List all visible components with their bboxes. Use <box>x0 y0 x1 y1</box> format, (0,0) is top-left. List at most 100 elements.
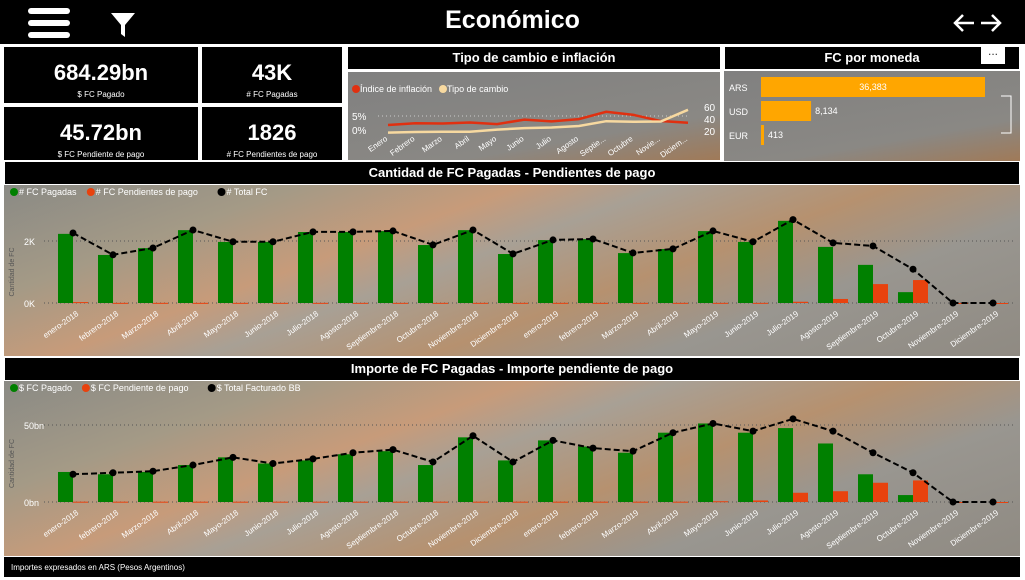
kpi-fc-pagado: 684.29bn $ FC Pagado <box>3 46 199 104</box>
x-tick-label: Julio <box>534 134 553 151</box>
total-point <box>429 458 437 466</box>
bar-pending <box>753 500 768 502</box>
x-tick-label: Marzo-2018 <box>120 309 161 341</box>
bar-pending <box>73 302 88 304</box>
more-options-button[interactable]: ... <box>981 44 1005 64</box>
bar-pending <box>233 501 248 503</box>
bar-paid <box>738 241 753 303</box>
x-tick-label: Junio-2019 <box>723 309 761 339</box>
legend-label: Tipo de cambio <box>447 84 508 94</box>
bar-pending <box>313 302 328 304</box>
bar-paid <box>498 460 513 502</box>
total-point <box>389 227 397 235</box>
bar-pending <box>153 501 168 503</box>
bar-pending <box>793 301 808 303</box>
x-tick-label: Diciem... <box>658 134 689 159</box>
total-line <box>72 218 993 304</box>
bar-paid <box>218 457 233 502</box>
total-point <box>309 228 317 236</box>
tick-label: 5% <box>352 112 367 123</box>
bar-pending <box>473 501 488 503</box>
amount-chart-title: Importe de FC Pagadas - Importe pendient… <box>4 357 1020 381</box>
total-point <box>949 299 957 307</box>
count-chart: # FC Pagadas # FC Pendientes de pago # Tot… <box>4 185 1020 356</box>
arrow-right-icon[interactable] <box>979 12 1003 34</box>
total-point <box>149 467 157 475</box>
y-axis-title: Cantidad de FC <box>9 247 16 296</box>
tick-label: 0K <box>24 299 35 309</box>
total-point <box>869 242 877 250</box>
bar-paid <box>778 428 793 502</box>
category-label: EUR <box>729 131 749 141</box>
series-line <box>387 110 689 127</box>
bar-pending <box>233 302 248 304</box>
x-tick-label: enero-2019 <box>521 508 560 539</box>
legend-label: # Total FC <box>227 187 268 197</box>
bar-pending <box>713 501 728 503</box>
x-tick-label: enero-2019 <box>521 309 560 340</box>
total-point <box>429 241 437 249</box>
bar-paid <box>898 292 913 303</box>
bar-pending <box>353 501 368 503</box>
category-label: ARS <box>729 83 748 93</box>
x-tick-label: febrero-2019 <box>557 309 600 343</box>
total-point <box>629 249 637 257</box>
bar-paid <box>458 230 473 303</box>
bar-pending <box>433 501 448 503</box>
total-point <box>709 227 717 235</box>
tick-label: 60 <box>704 103 716 114</box>
total-point <box>109 251 117 259</box>
bar-paid <box>98 474 113 502</box>
tick-label: 50bn <box>24 421 44 431</box>
x-tick-label: Junio-2019 <box>723 508 761 538</box>
bar-pending <box>193 501 208 503</box>
hamburger-icon[interactable] <box>28 8 70 38</box>
x-tick-label: Marzo-2018 <box>120 508 161 540</box>
bar-paid <box>418 245 433 303</box>
currency-chart-title: FC por moneda <box>724 46 1020 70</box>
total-point <box>749 427 757 435</box>
legend-label: # FC Pendientes de pago <box>96 187 198 197</box>
x-tick-label: Julio-2019 <box>765 508 801 537</box>
bar-paid <box>618 253 633 303</box>
bar-paid <box>658 249 673 303</box>
total-point <box>829 239 837 247</box>
total-point <box>229 453 237 461</box>
total-point <box>509 250 517 258</box>
bar-paid <box>858 264 873 303</box>
tick-label: 0bn <box>24 498 39 508</box>
exchange-chart-title: Tipo de cambio e inflación <box>347 46 721 70</box>
x-tick-label: Abril-2019 <box>645 508 680 537</box>
x-tick-label: Junio-2018 <box>243 309 281 339</box>
data-label: 36,383 <box>859 82 887 92</box>
kpi-fc-pendientes: 1826 # FC Pendientes de pago <box>201 106 343 161</box>
bar-pending <box>673 302 688 304</box>
bar-paid <box>258 463 273 502</box>
filter-icon[interactable] <box>110 12 136 38</box>
x-tick-label: Abril-2019 <box>645 309 680 338</box>
x-tick-label: Marzo-2019 <box>600 508 641 540</box>
bar-paid <box>378 231 393 303</box>
bar-pending <box>513 302 528 304</box>
bar-paid <box>98 254 113 303</box>
exchange-chart: Índice de inflación Tipo de cambio 0% 5% 20 4… <box>347 71 721 161</box>
x-tick-label: Septie... <box>578 134 607 158</box>
bar-paid <box>458 437 473 502</box>
bar-pending <box>433 302 448 304</box>
bar-pending <box>793 492 808 502</box>
bar-pending <box>193 302 208 304</box>
legend-marker <box>207 384 216 392</box>
total-point <box>469 226 477 234</box>
total-point <box>189 226 197 234</box>
data-label: 413 <box>768 130 783 140</box>
page-title: Económico <box>445 6 580 34</box>
total-point <box>229 238 237 246</box>
kpi-label: $ FC Pendiente de pago <box>57 150 145 159</box>
bar-paid <box>538 240 553 303</box>
arrow-left-icon[interactable] <box>952 12 976 34</box>
x-tick-label: Marzo <box>420 134 444 154</box>
amount-chart: $ FC Pagado $ FC Pendiente de pago $ Total… <box>4 381 1020 556</box>
bar-pending <box>873 482 888 502</box>
bar-pending <box>833 491 848 502</box>
tick-label: 0% <box>352 126 367 137</box>
